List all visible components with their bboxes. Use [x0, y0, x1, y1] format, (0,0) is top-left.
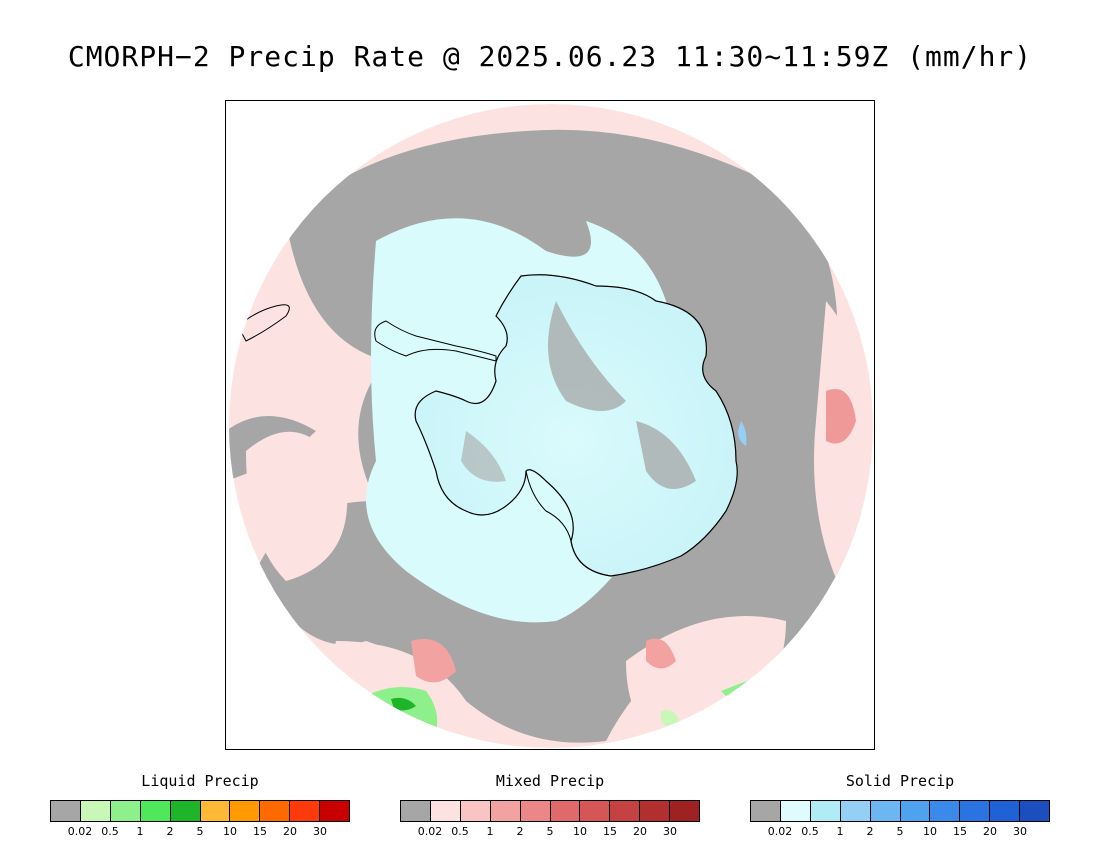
antarctica-continent — [414, 274, 738, 577]
color-bar — [50, 800, 350, 822]
legend-swatch — [610, 801, 641, 821]
legend-swatch — [990, 801, 1021, 821]
legend-swatch — [401, 801, 431, 821]
ross-ice-shelf — [525, 470, 612, 577]
legend-swatch — [1020, 801, 1050, 821]
legend-swatch — [810, 801, 841, 821]
tick-labels: 0.02 0.5 1 2 5 10 15 20 30 — [400, 825, 700, 841]
legend-swatch — [640, 801, 671, 821]
legend-swatch — [80, 801, 111, 821]
legend-tick-label: 0.5 — [451, 825, 469, 838]
mixed-moderate-patch — [411, 639, 456, 683]
legend-tick-label: 30 — [663, 825, 677, 838]
legend-tick-label: 20 — [283, 825, 297, 838]
legend-tick-label: 10 — [923, 825, 937, 838]
color-bar — [750, 800, 1050, 822]
mixed-precip-region — [246, 431, 348, 581]
legend-swatch — [840, 801, 871, 821]
legend-tick-label: 0.02 — [67, 825, 93, 838]
legend-title: Liquid Precip — [141, 772, 259, 790]
legend-tick-label: 1 — [136, 825, 144, 838]
color-bar — [400, 800, 700, 822]
legend-tick-label: 20 — [983, 825, 997, 838]
mixed-moderate-patch — [826, 389, 856, 444]
legend-swatch — [260, 801, 291, 821]
legend-swatch — [550, 801, 581, 821]
legend-tick-label: 15 — [253, 825, 267, 838]
south-america-coastline — [237, 304, 290, 342]
legend-swatch — [580, 801, 611, 821]
legend-swatch — [320, 801, 350, 821]
solid-moderate-patch — [738, 421, 747, 446]
mixed-moderate-patch — [646, 638, 676, 669]
legend-swatch — [490, 801, 521, 821]
legend-swatch — [751, 801, 781, 821]
trace-precip-streak — [548, 301, 626, 411]
antarctic-peninsula — [374, 320, 497, 362]
legend-tick-label: 2 — [166, 825, 174, 838]
legend-tick-label: 15 — [603, 825, 617, 838]
legend-tick-label: 5 — [546, 825, 554, 838]
legend-solid: Solid Precip 0.02 0.5 1 2 5 10 15 20 30 — [750, 772, 1050, 841]
trace-precip-streak — [636, 421, 696, 489]
legend-swatch — [290, 801, 321, 821]
legend-swatch — [960, 801, 991, 821]
legend-mixed: Mixed Precip 0.02 0.5 1 2 5 10 15 20 30 — [400, 772, 700, 841]
legend-tick-label: 0.5 — [801, 825, 819, 838]
tick-labels: 0.02 0.5 1 2 5 10 15 20 30 — [750, 825, 1050, 841]
legend-tick-label: 10 — [573, 825, 587, 838]
legend-swatch — [870, 801, 901, 821]
legend-tick-label: 1 — [836, 825, 844, 838]
legend-tick-label: 0.02 — [767, 825, 793, 838]
legend-tick-label: 0.5 — [101, 825, 119, 838]
legend-swatch — [51, 801, 81, 821]
legend-swatch — [110, 801, 141, 821]
legend-swatch — [670, 801, 700, 821]
legend-tick-label: 30 — [1013, 825, 1027, 838]
legend-tick-label: 5 — [196, 825, 204, 838]
legend-swatch — [230, 801, 261, 821]
liquid-precip-patch — [661, 710, 681, 727]
legend-tick-label: 20 — [633, 825, 647, 838]
legend-tick-label: 0.02 — [417, 825, 443, 838]
legend-tick-label: 2 — [866, 825, 874, 838]
legend-swatch — [780, 801, 811, 821]
legend-swatch — [200, 801, 231, 821]
legend-tick-label: 15 — [953, 825, 967, 838]
legend-swatch — [900, 801, 931, 821]
legend-tick-label: 30 — [313, 825, 327, 838]
legend-tick-label: 5 — [896, 825, 904, 838]
legend-tick-label: 1 — [486, 825, 494, 838]
legend-swatch — [170, 801, 201, 821]
legend-swatch — [930, 801, 961, 821]
legend-tick-label: 2 — [516, 825, 524, 838]
legend-title: Solid Precip — [845, 772, 955, 790]
legend-liquid: Liquid Precip 0.02 0.5 1 2 5 10 15 20 30 — [50, 772, 350, 841]
map-title: CMORPH−2 Precip Rate @ 2025.06.23 11:30~… — [67, 40, 1033, 73]
legend-swatch — [430, 801, 461, 821]
trace-precip-streak — [461, 431, 506, 482]
map-frame — [225, 100, 875, 750]
tick-labels: 0.02 0.5 1 2 5 10 15 20 30 — [50, 825, 350, 841]
legend-swatch — [460, 801, 491, 821]
legend-swatch — [140, 801, 171, 821]
legend-swatch — [520, 801, 551, 821]
liquid-precip-patch — [391, 697, 416, 711]
antarctic-precip-map — [229, 104, 873, 748]
legend-tick-label: 10 — [223, 825, 237, 838]
legend-title: Mixed Precip — [495, 772, 605, 790]
